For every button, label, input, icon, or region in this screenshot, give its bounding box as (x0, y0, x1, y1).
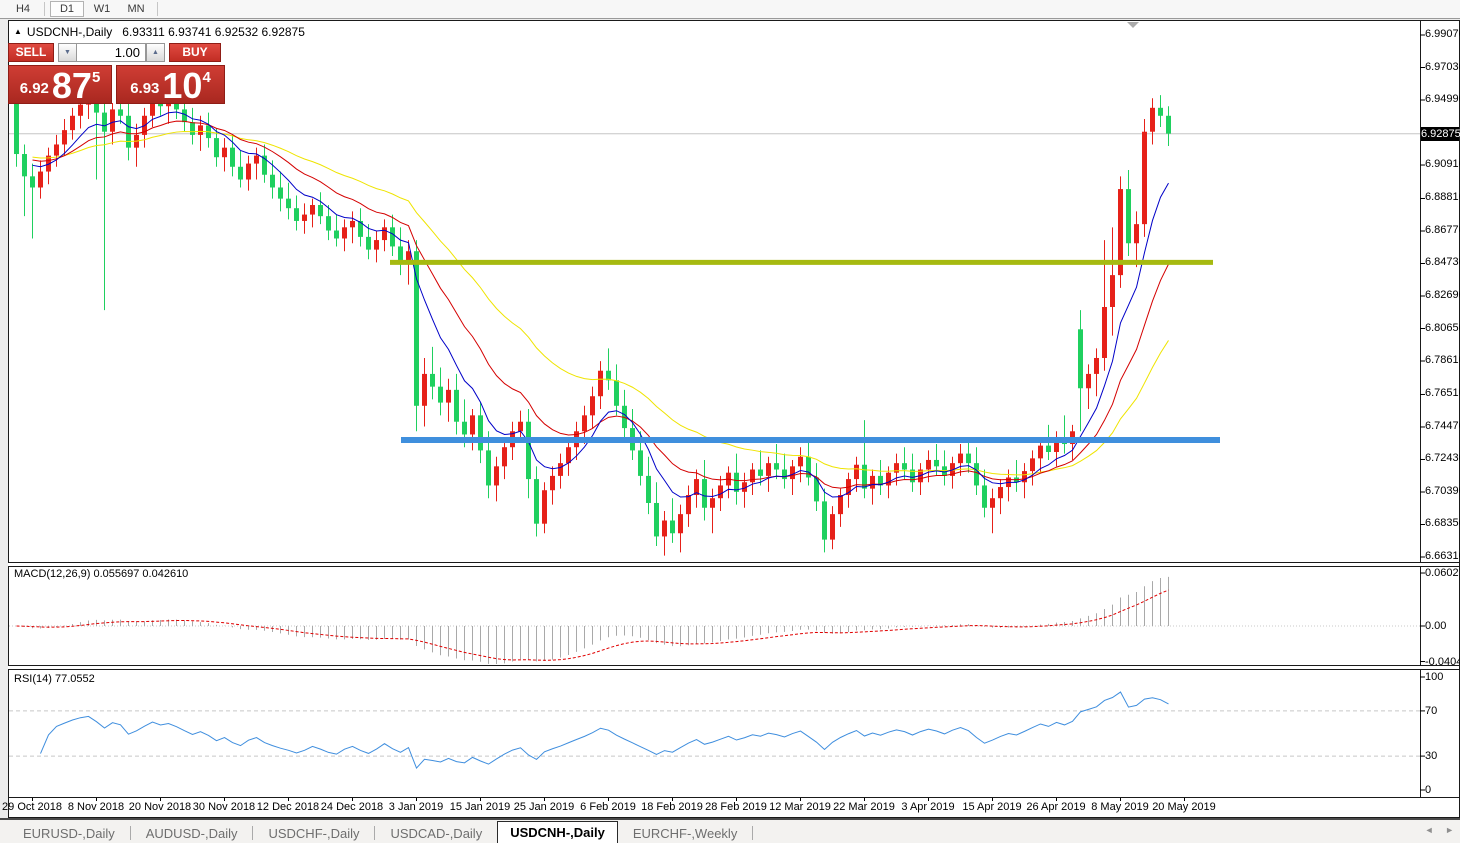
date-axis-label[interactable]: 20 May 2019 (1152, 801, 1216, 813)
buy-price-big: 10 (162, 65, 203, 106)
tab-scroll-left-icon[interactable]: ◄ (1424, 825, 1434, 835)
one-click-trading-widget: SELL ▼ ▲ BUY 6.92 87 5 6.93 10 4 (8, 43, 225, 104)
volume-increase-button[interactable]: ▲ (146, 43, 165, 62)
buy-price-small: 6.93 (130, 80, 160, 97)
buy-button[interactable]: BUY (169, 43, 221, 62)
tab-separator (252, 826, 254, 840)
date-axis-label[interactable]: 3 Apr 2019 (901, 801, 955, 813)
spin-up-icon: ▲ (152, 49, 159, 56)
sell-price-tile[interactable]: 6.92 87 5 (8, 65, 112, 104)
rsi-panel-border (8, 797, 1459, 798)
chart-tab-usdcad[interactable]: USDCAD-,Daily (390, 826, 483, 841)
timeframe-button-w1[interactable]: W1 (93, 3, 111, 15)
ohlc-quotes: 6.93311 6.93741 6.92532 6.92875 (122, 25, 305, 39)
tab-scroll-right-icon[interactable]: ► (1445, 825, 1454, 835)
timeframe-button-h4[interactable]: H4 (15, 3, 31, 15)
timeframe-button-d1[interactable]: D1 (50, 1, 84, 17)
tab-separator (374, 826, 376, 840)
macd-values: 0.055697 0.042610 (93, 568, 189, 580)
volume-input[interactable] (77, 43, 146, 62)
date-axis-label[interactable]: 24 Dec 2018 (320, 801, 384, 813)
rsi-axis-label: 30 (1425, 750, 1438, 763)
chart-tab-usdchf[interactable]: USDCHF-,Daily (268, 826, 360, 841)
date-axis-label[interactable]: 22 Mar 2019 (833, 801, 895, 813)
price-axis-label[interactable]: 6.94990 (1425, 93, 1460, 105)
spin-down-icon: ▼ (64, 49, 71, 56)
current-price-tag: 6.92875 (1421, 126, 1460, 141)
price-axis-label[interactable]: 6.86770 (1425, 223, 1460, 236)
chart-symbol-header: ▲ USDCNH-,Daily 6.93311 6.93741 6.92532 6.… (14, 25, 305, 39)
price-axis-label[interactable]: 6.76510 (1425, 387, 1460, 400)
macd-label: MACD(12,26,9) 0.055697 0.042610 (14, 568, 189, 580)
date-axis-label[interactable]: 15 Jan 2019 (449, 801, 511, 813)
chart-tab-eurchf[interactable]: EURCHF-,Weekly (632, 826, 738, 841)
date-axis-label[interactable]: 6 Feb 2019 (580, 801, 636, 813)
macd-axis-label: 0.00 (1425, 620, 1447, 632)
price-axis-label[interactable]: 6.78610 (1425, 354, 1460, 366)
date-axis-label[interactable]: 26 Apr 2019 (1026, 801, 1086, 813)
date-axis-label[interactable]: 15 Apr 2019 (962, 801, 1022, 813)
date-axis-label[interactable]: 8 Nov 2018 (67, 801, 125, 813)
sell-price-small: 6.92 (19, 80, 49, 97)
chart-window[interactable] (8, 20, 1460, 818)
tab-separator (129, 826, 131, 840)
price-axis-label[interactable]: 6.68350 (1425, 517, 1460, 530)
rsi-axis-label: 0 (1425, 784, 1432, 796)
chart-tab-usdcnh[interactable]: USDCNH-,Daily (497, 821, 618, 843)
macd-splitter[interactable] (8, 562, 1459, 567)
price-axis-label[interactable]: 6.97030 (1425, 60, 1460, 73)
sell-price-big: 87 (51, 65, 92, 106)
price-axis-label[interactable]: 6.88810 (1425, 191, 1460, 204)
toolbar-separator (157, 2, 158, 16)
date-axis-label[interactable]: 12 Mar 2019 (769, 801, 831, 813)
price-axis-label[interactable]: 6.90910 (1425, 158, 1460, 171)
date-axis-label[interactable]: 30 Nov 2018 (192, 801, 256, 813)
rsi-value: 77.0552 (54, 673, 95, 685)
price-axis-label[interactable]: 6.82690 (1425, 288, 1460, 301)
price-axis-label[interactable]: 6.80650 (1425, 321, 1460, 334)
date-axis-label[interactable]: 25 Jan 2019 (513, 801, 575, 813)
date-axis-label[interactable]: 18 Feb 2019 (641, 801, 703, 813)
volume-decrease-button[interactable]: ▼ (58, 43, 77, 62)
chart-tab-audusd[interactable]: AUDUSD-,Daily (145, 826, 238, 841)
sell-button[interactable]: SELL (8, 43, 54, 62)
tab-scroll-arrows: ◄ ► (1416, 825, 1454, 835)
date-axis-label[interactable]: 3 Jan 2019 (388, 801, 444, 813)
date-axis-label[interactable]: 8 May 2019 (1091, 801, 1149, 813)
rsi-axis-label: 70 (1425, 704, 1438, 717)
date-axis-label[interactable]: 28 Feb 2019 (705, 801, 767, 813)
toolbar-separator (44, 2, 45, 16)
price-axis-label[interactable]: 6.72430 (1425, 452, 1460, 465)
price-axis-label[interactable]: 6.70390 (1425, 484, 1460, 497)
collapse-widget-icon[interactable]: ▲ (14, 27, 22, 36)
price-axis-label[interactable]: 6.74470 (1425, 419, 1460, 432)
rsi-splitter[interactable] (8, 665, 1459, 670)
symbol-period-label: USDCNH-,Daily (26, 25, 113, 39)
price-axis-label[interactable]: 6.84730 (1425, 256, 1460, 269)
buy-price-tile[interactable]: 6.93 10 4 (116, 65, 225, 104)
date-axis-label[interactable]: 20 Nov 2018 (128, 801, 192, 813)
chart-tab-eurusd[interactable]: EURUSD-,Daily (23, 826, 115, 841)
chart-tab-bar: EURUSD-,Daily AUDUSD-,Daily USDCHF-,Daily U… (0, 818, 1460, 843)
price-axis-label[interactable]: 6.99070 (1425, 28, 1460, 40)
macd-axis-label: -0.040412 (1425, 655, 1460, 668)
macd-axis-label: 0.060274 (1425, 567, 1460, 580)
rsi-axis-label: 100 (1425, 671, 1444, 683)
tab-separator (752, 826, 754, 840)
date-axis-label[interactable]: 29 Oct 2018 (2, 801, 62, 813)
sell-price-sup: 5 (91, 69, 101, 86)
buy-price-sup: 4 (202, 69, 211, 86)
timeframe-button-mn[interactable]: MN (127, 3, 145, 15)
rsi-label: RSI(14) 77.0552 (14, 673, 95, 685)
timeframe-toolbar: H4 D1 W1 MN (0, 0, 1460, 19)
date-axis-label[interactable]: 12 Dec 2018 (256, 801, 320, 813)
